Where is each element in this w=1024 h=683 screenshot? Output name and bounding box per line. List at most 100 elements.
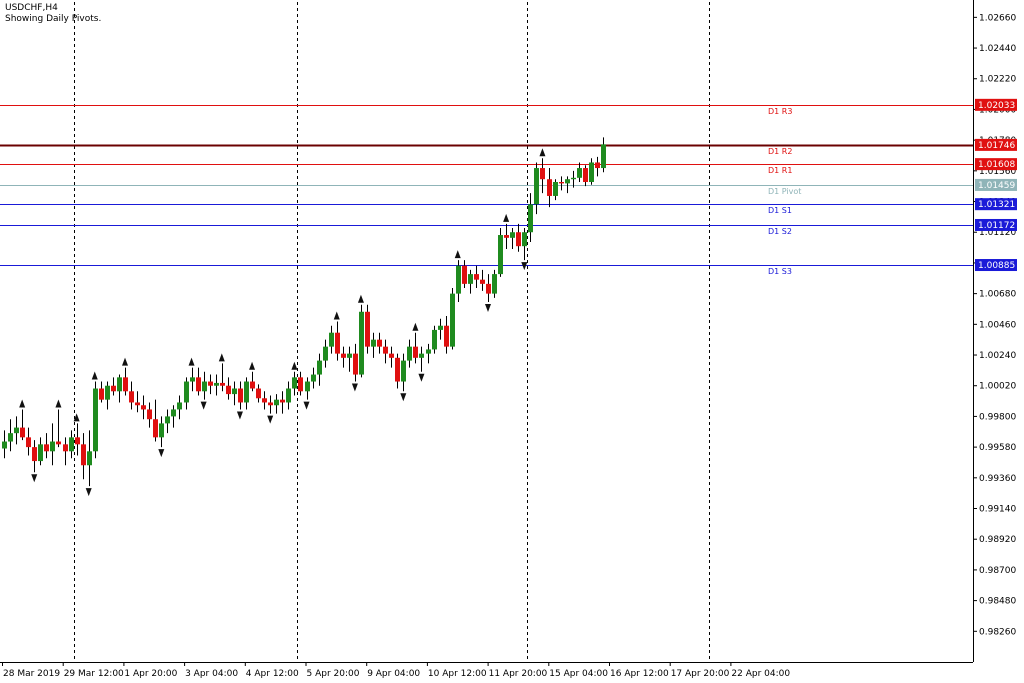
candle-body	[438, 325, 443, 330]
candle-body	[44, 444, 49, 452]
candle-body	[413, 346, 418, 358]
chart-symbol-title: USDCHF,H4	[5, 3, 58, 13]
candle-body	[87, 451, 92, 466]
fractal-down-arrow	[521, 262, 528, 271]
fractal-down-arrow	[400, 393, 407, 402]
candle-body	[450, 293, 455, 347]
candle-18	[111, 377, 116, 396]
time-tick-label: 11 Apr 20:00	[489, 669, 548, 679]
candle-body	[577, 168, 582, 178]
candle-31	[190, 367, 195, 392]
candle-body	[81, 444, 86, 466]
price-tick-label: 0.98700	[979, 566, 1016, 576]
candle-61	[371, 332, 376, 358]
candle-20	[123, 367, 128, 396]
candle-35	[214, 374, 219, 396]
candle-body	[317, 360, 322, 375]
candle-74	[450, 288, 455, 350]
fractal-down-arrow	[31, 474, 38, 483]
candle-58	[353, 343, 358, 382]
fractal-down-arrow	[485, 304, 491, 312]
level-badge-text-d1-r2: 1.01746	[978, 141, 1015, 151]
candle-1	[8, 419, 13, 452]
candle-71	[432, 325, 437, 354]
level-badge-d1-r1	[975, 158, 1017, 171]
fractal-up-arrow	[19, 399, 26, 408]
candle-body	[583, 168, 588, 182]
candle-body	[38, 444, 43, 462]
candle-45	[274, 394, 279, 414]
candle-39	[238, 381, 243, 410]
candle-22	[135, 391, 140, 413]
candle-body	[238, 388, 243, 403]
time-tick-label: 22 Apr 04:00	[731, 669, 790, 679]
pivot-level-labels: D1 R3 1.02033 D1 R2 1.01746 D1 R1 1.01608 D1 P…	[768, 98, 1017, 276]
candle-12	[75, 423, 80, 456]
candle-body	[50, 441, 55, 452]
candle-body	[547, 179, 552, 196]
fractal-up-arrow	[333, 311, 340, 320]
candle-body	[123, 377, 128, 392]
fractal-up-arrow	[218, 353, 225, 362]
candle-9	[56, 409, 61, 448]
candle-body	[202, 381, 207, 392]
candle-72	[438, 318, 443, 340]
candle-body	[571, 177, 576, 180]
candle-body	[268, 402, 273, 406]
candle-26	[159, 416, 164, 448]
candle-16	[99, 381, 104, 403]
candle-84	[510, 228, 515, 249]
level-badge-d1-r2	[975, 138, 1017, 151]
candle-56	[341, 346, 346, 368]
candle-94	[571, 170, 576, 188]
candle-85	[516, 223, 521, 252]
candle-body	[165, 416, 170, 424]
candle-49	[298, 371, 303, 396]
candle-body	[262, 398, 267, 403]
candle-81	[492, 269, 497, 298]
level-badge-text-d1-pivot: 1.01459	[978, 181, 1015, 191]
fractal-up-arrow	[55, 399, 62, 408]
candle-body	[14, 427, 19, 434]
candle-body	[190, 377, 195, 382]
fractal-down-arrow	[85, 488, 92, 497]
candle-25	[153, 399, 158, 442]
fractal-down-arrow	[418, 373, 425, 382]
candle-body	[111, 385, 116, 392]
candle-47	[286, 381, 291, 410]
price-tick-label: 1.00460	[979, 320, 1016, 330]
candle-65	[395, 353, 400, 389]
candle-67	[407, 339, 412, 368]
candle-34	[208, 374, 213, 395]
candle-27	[165, 409, 170, 434]
level-name-d1-r3: D1 R3	[768, 107, 792, 116]
candle-body	[329, 332, 334, 347]
time-tick-label: 4 Apr 12:00	[246, 669, 299, 679]
price-tick-label: 0.99140	[979, 505, 1016, 515]
candle-28	[171, 405, 176, 428]
time-tick-label: 15 Apr 04:00	[549, 669, 608, 679]
time-tick-label: 29 Mar 12:00	[64, 669, 124, 679]
candle-body	[468, 274, 473, 284]
candle-79	[480, 269, 485, 291]
candle-body	[492, 274, 497, 294]
candle-90	[547, 168, 552, 208]
candle-44	[268, 395, 273, 414]
candle-10	[63, 437, 68, 466]
candle-40	[244, 377, 249, 410]
candle-body	[347, 353, 352, 358]
level-name-d1-s1: D1 S1	[768, 206, 792, 215]
candle-body	[371, 339, 376, 347]
fractal-down-arrow	[236, 411, 243, 420]
candle-body	[534, 168, 539, 205]
pivot-level-lines	[0, 105, 973, 266]
price-tick-label: 1.02660	[979, 13, 1016, 23]
candle-body	[419, 353, 424, 358]
candle-91	[553, 179, 558, 201]
candle-60	[365, 304, 370, 354]
time-tick-label: 16 Apr 12:00	[610, 669, 669, 679]
fractal-up-arrow	[357, 294, 364, 303]
level-name-d1-s3: D1 S3	[768, 267, 792, 276]
candle-70	[426, 343, 431, 364]
